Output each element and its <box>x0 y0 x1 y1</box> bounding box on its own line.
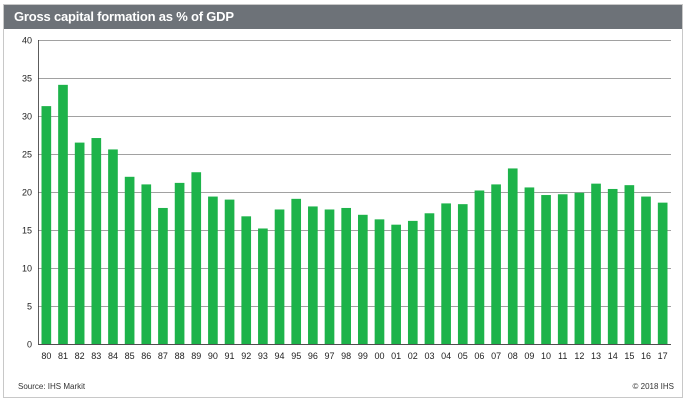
x-tick-label: 15 <box>624 351 634 361</box>
bar <box>424 213 435 344</box>
x-tick-label: 06 <box>474 351 484 361</box>
bar <box>624 185 635 344</box>
bar <box>58 84 68 344</box>
x-tick-label: 02 <box>408 351 418 361</box>
bar <box>324 209 335 344</box>
chart-title: Gross capital formation as % of GDP <box>14 9 234 24</box>
x-tick-label: 99 <box>358 351 368 361</box>
bar <box>74 142 85 344</box>
x-tick-label: 81 <box>58 351 68 361</box>
bar <box>524 187 535 344</box>
bar <box>607 188 618 344</box>
chart-frame: Gross capital formation as % of GDP 0 5 10… <box>3 4 683 398</box>
x-tick-label: 00 <box>374 351 384 361</box>
x-tick-label: 13 <box>591 351 601 361</box>
x-tick-label: 17 <box>658 351 668 361</box>
bar <box>591 183 601 344</box>
bar <box>541 195 551 344</box>
source-note: Source: IHS Markit <box>18 382 86 391</box>
y-tick-label: 10 <box>22 264 32 274</box>
bar <box>108 149 118 344</box>
y-tick-label: 25 <box>22 150 32 160</box>
bar <box>441 203 451 344</box>
x-tick-label: 11 <box>558 351 567 361</box>
x-tick-label: 97 <box>325 351 335 361</box>
y-tick-label: 40 <box>22 36 32 46</box>
bar <box>141 184 152 344</box>
bar <box>258 228 268 344</box>
bar <box>474 190 485 344</box>
x-tick-label: 14 <box>608 351 618 361</box>
x-tick-label: 96 <box>308 351 318 361</box>
y-tick-label: 15 <box>22 226 32 236</box>
bar <box>391 224 401 344</box>
x-tick-label: 86 <box>141 351 151 361</box>
y-tick-label: 35 <box>22 74 32 84</box>
bar <box>407 220 418 344</box>
x-tick-label: 04 <box>441 351 451 361</box>
bar <box>308 206 318 344</box>
bar <box>491 184 501 344</box>
x-tick-label: 95 <box>291 351 301 361</box>
bar <box>91 138 102 344</box>
bar <box>341 207 352 344</box>
y-tick-label: 20 <box>22 188 32 198</box>
bar <box>507 168 518 344</box>
x-tick-label: 12 <box>574 351 584 361</box>
bar <box>374 219 385 344</box>
bar <box>174 182 185 344</box>
bar <box>241 216 252 344</box>
x-tick-label: 82 <box>75 351 85 361</box>
bar <box>124 176 135 344</box>
bar <box>641 196 651 344</box>
bar <box>158 207 168 344</box>
bar <box>457 204 468 344</box>
title-bar: Gross capital formation as % of GDP <box>4 5 682 29</box>
x-tick-label: 10 <box>541 351 551 361</box>
x-tick-label: 85 <box>125 351 135 361</box>
bar <box>357 214 368 344</box>
x-tick-label: 80 <box>41 351 51 361</box>
x-tick-label: 87 <box>158 351 168 361</box>
bar <box>224 199 235 344</box>
bar <box>557 194 568 344</box>
bar <box>208 196 218 344</box>
bar <box>191 172 202 344</box>
x-tick-label: 05 <box>458 351 468 361</box>
y-tick-label: 5 <box>27 302 32 312</box>
copyright-note: © 2018 IHS <box>632 382 674 391</box>
x-tick-label: 91 <box>225 351 235 361</box>
x-tick-label: 16 <box>641 351 651 361</box>
bar <box>291 198 302 344</box>
x-tick-label: 01 <box>391 351 401 361</box>
x-tick-label: 83 <box>91 351 101 361</box>
y-tick-label: 0 <box>27 340 32 350</box>
bar <box>274 209 285 344</box>
y-tick-label: 30 <box>22 112 32 122</box>
bar <box>574 192 585 344</box>
x-tick-label: 88 <box>175 351 185 361</box>
x-tick-label: 08 <box>508 351 518 361</box>
x-tick-label: 09 <box>524 351 534 361</box>
x-tick-label: 98 <box>341 351 351 361</box>
x-tick-label: 92 <box>241 351 251 361</box>
x-tick-label: 94 <box>275 351 285 361</box>
bar <box>657 202 668 344</box>
x-tick-label: 93 <box>258 351 268 361</box>
x-tick-label: 90 <box>208 351 218 361</box>
bar <box>41 106 52 345</box>
x-tick-label: 89 <box>191 351 201 361</box>
x-tick-label: 84 <box>108 351 118 361</box>
x-tick-label: 07 <box>491 351 501 361</box>
x-tick-label: 03 <box>424 351 434 361</box>
